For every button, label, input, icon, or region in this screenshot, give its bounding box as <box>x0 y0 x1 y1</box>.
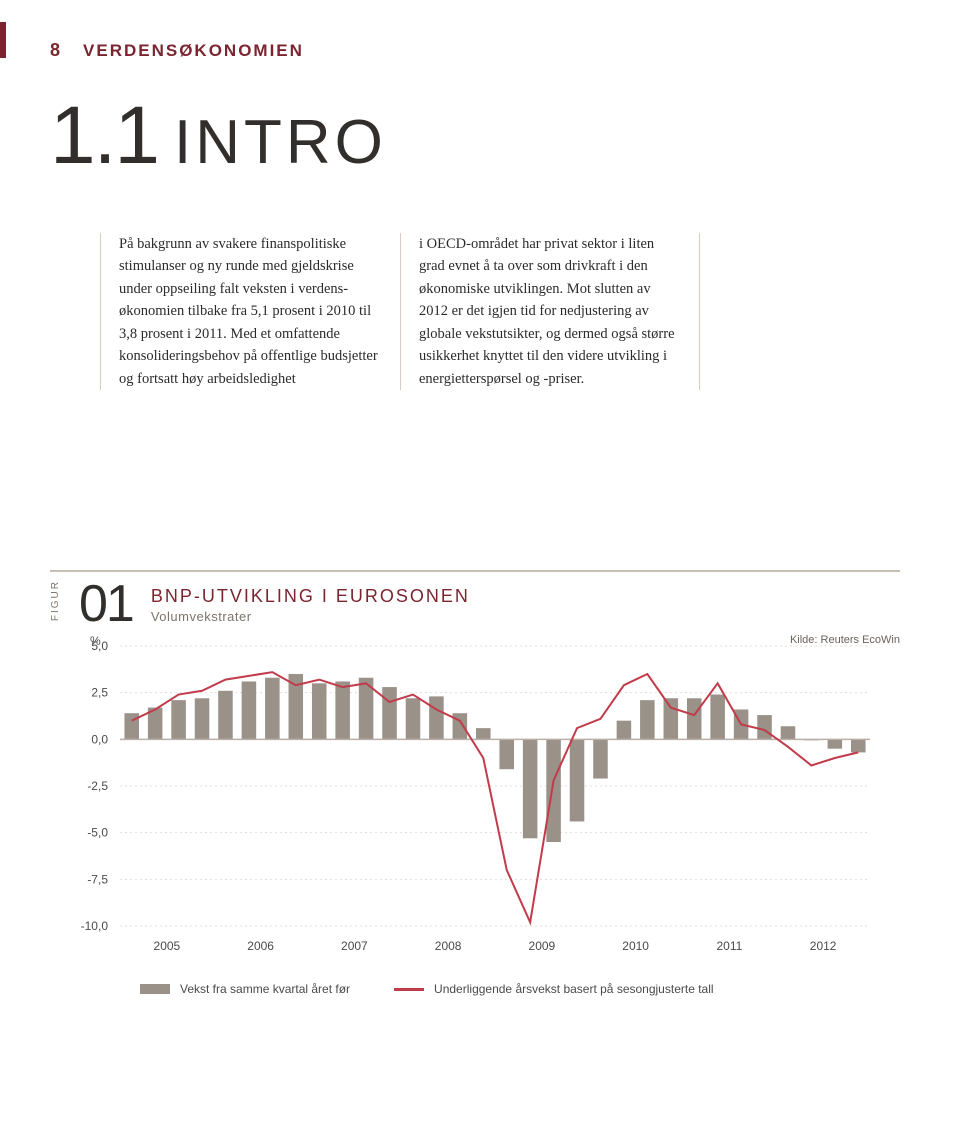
figure-label-vertical: FIGUR <box>50 580 61 621</box>
svg-text:0,0: 0,0 <box>91 733 108 747</box>
svg-text:-5,0: -5,0 <box>87 826 108 840</box>
body-col-1: På bakgrunn av svakere finanspolitiske s… <box>100 233 400 390</box>
legend-line-label: Underliggende årsvekst basert på sesongj… <box>434 982 714 996</box>
figure-subtitle: Volumvekstrater <box>151 609 470 624</box>
legend: Vekst fra samme kvartal året før Underli… <box>50 982 900 996</box>
legend-line: Underliggende årsvekst basert på sesongj… <box>394 982 714 996</box>
svg-text:-2,5: -2,5 <box>87 779 108 793</box>
bar-swatch-icon <box>140 984 170 994</box>
svg-text:2011: 2011 <box>716 939 742 953</box>
figure-number: 01 <box>79 578 133 630</box>
line-swatch-icon <box>394 988 424 991</box>
svg-text:2009: 2009 <box>529 939 556 953</box>
y-axis-unit: % <box>90 634 101 648</box>
body-col-2: i OECD-området har privat sektor i liten… <box>400 233 700 390</box>
page-number: 8 <box>50 40 61 61</box>
figure-header: FIGUR 01 BNP-UTVIKLING I EUROSONEN Volum… <box>50 570 900 630</box>
body-columns: På bakgrunn av svakere finanspolitiske s… <box>44 233 900 390</box>
title-number: 1.1 <box>50 95 158 177</box>
page-title: 1.1 INTRO <box>44 95 900 177</box>
svg-text:2006: 2006 <box>247 939 274 953</box>
svg-text:2012: 2012 <box>810 939 837 953</box>
svg-text:2008: 2008 <box>435 939 462 953</box>
accent-rule <box>0 22 6 58</box>
legend-bar-label: Vekst fra samme kvartal året før <box>180 982 350 996</box>
svg-text:2005: 2005 <box>154 939 181 953</box>
section-name: VERDENSØKONOMIEN <box>83 41 304 61</box>
svg-text:-7,5: -7,5 <box>87 873 108 887</box>
bnp-chart: 5,02,50,0-2,5-5,0-7,5-10,020052006200720… <box>50 636 890 966</box>
figure-source: Kilde: Reuters EcoWin <box>790 634 900 646</box>
svg-text:2007: 2007 <box>341 939 368 953</box>
svg-text:-10,0: -10,0 <box>81 919 109 933</box>
svg-text:2,5: 2,5 <box>91 686 108 700</box>
figure-title: BNP-UTVIKLING I EUROSONEN <box>151 586 470 607</box>
title-word: INTRO <box>174 112 387 174</box>
chart-container: % Kilde: Reuters EcoWin 5,02,50,0-2,5-5,… <box>50 636 900 966</box>
legend-bar: Vekst fra samme kvartal året før <box>140 982 350 996</box>
figure-block: FIGUR 01 BNP-UTVIKLING I EUROSONEN Volum… <box>44 570 900 996</box>
svg-text:2010: 2010 <box>622 939 649 953</box>
running-head: 8 VERDENSØKONOMIEN <box>44 40 900 61</box>
